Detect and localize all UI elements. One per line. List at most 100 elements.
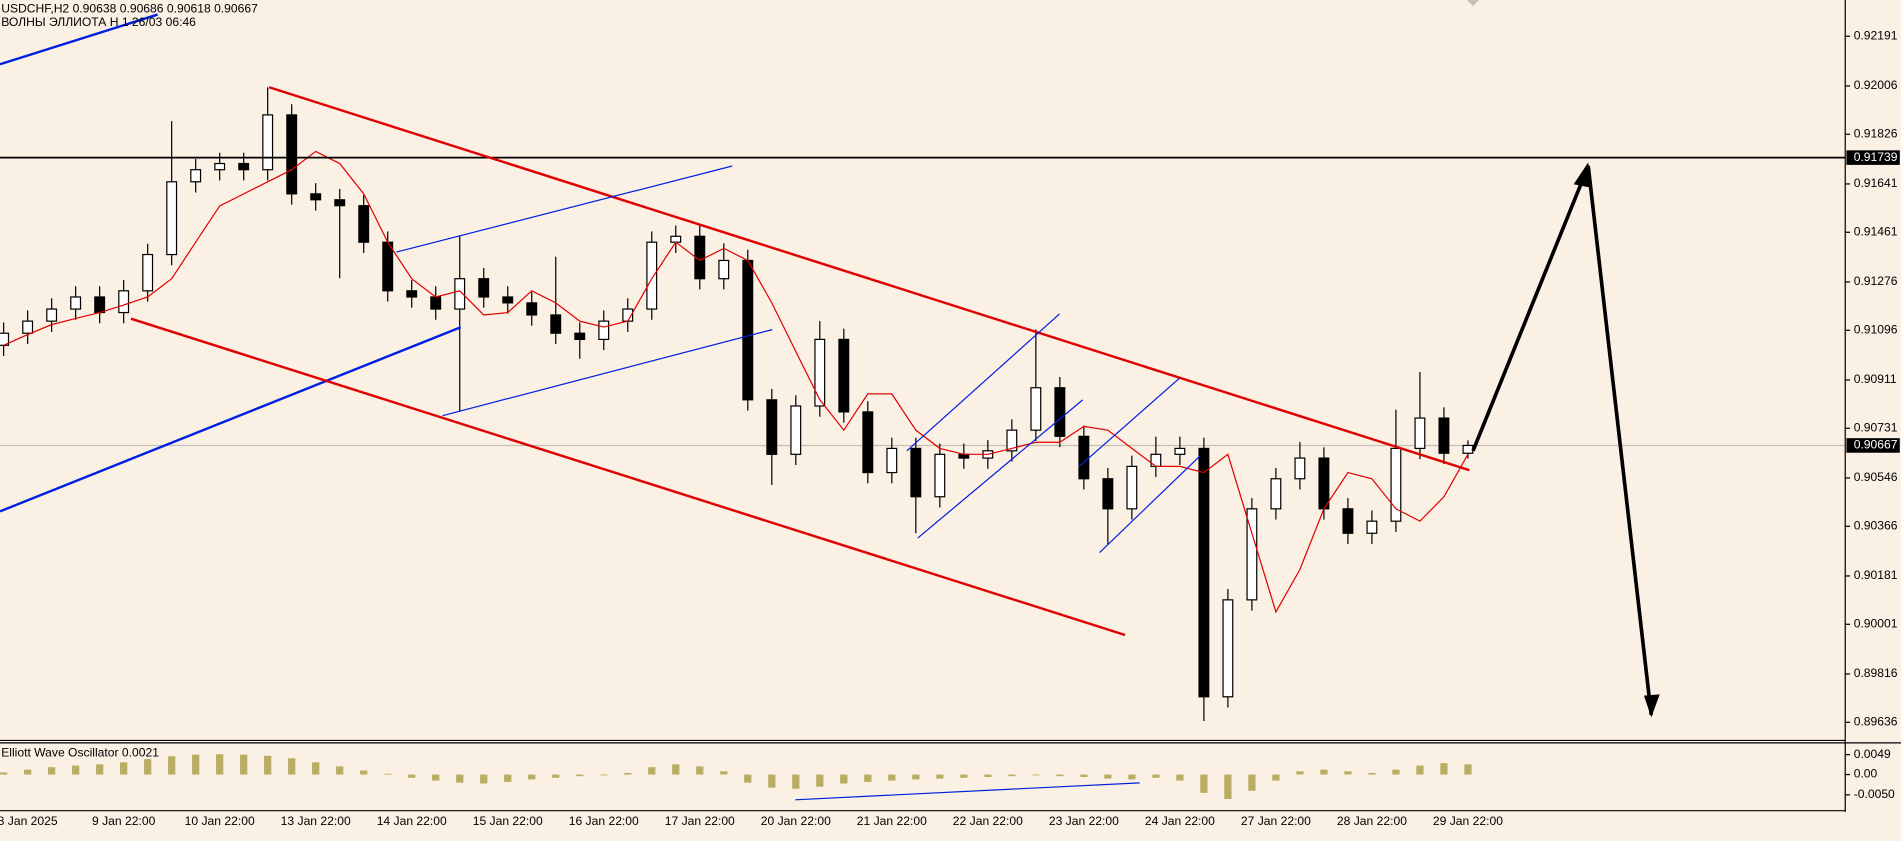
x-tick-label: 20 Jan 22:00: [761, 814, 831, 828]
candle-body: [478, 278, 490, 298]
oscillator-bar: [1080, 774, 1088, 777]
oscillator-bar: [1032, 774, 1040, 776]
candle-body: [142, 253, 154, 292]
oscillator-bar: [576, 774, 584, 777]
oscillator-bar: [0, 772, 8, 775]
channel-line: [906, 313, 1061, 452]
chart-subtitle: ВОЛНЫ ЭЛЛИОТА H 1 26/03 06:46: [1, 15, 196, 29]
candle-body: [550, 314, 562, 334]
x-tick-label: 8 Jan 2025: [0, 814, 58, 828]
y-tick-label: 0.90546: [1854, 470, 1898, 484]
y-tick-label: -0.0050: [1854, 787, 1895, 801]
x-tick-label: 13 Jan 22:00: [281, 814, 351, 828]
oscillator-bar: [960, 774, 968, 778]
oscillator-bar: [1320, 769, 1328, 775]
oscillator-bar: [888, 774, 896, 781]
oscillator-bar: [720, 771, 728, 775]
oscillator-bar: [552, 774, 560, 778]
candle-body: [862, 411, 874, 474]
y-tick-label: 0.91096: [1854, 322, 1898, 336]
candle-body: [742, 259, 754, 401]
y-tick-label: 0.90181: [1854, 568, 1898, 582]
oscillator-bar: [1200, 774, 1208, 793]
oscillator-bar: [1296, 771, 1304, 775]
oscillator-value: 0.0021: [122, 746, 159, 760]
oscillator-bar: [120, 762, 128, 775]
oscillator-bar: [1152, 774, 1160, 778]
y-tick-label: 0.92006: [1854, 78, 1898, 92]
y-tick-label: 0.89816: [1854, 666, 1898, 680]
oscillator-bar: [240, 754, 248, 775]
oscillator-bar: [1272, 774, 1280, 781]
x-tick-label: 17 Jan 22:00: [665, 814, 735, 828]
y-tick-label: 0.91826: [1854, 126, 1898, 140]
candle-body: [1462, 444, 1474, 454]
candle-body: [1222, 599, 1234, 698]
oscillator-bar: [144, 759, 152, 775]
plot-area: [0, 87, 1846, 799]
candle-body: [814, 338, 826, 407]
candle-body: [670, 235, 682, 243]
x-tick-label: 27 Jan 22:00: [1241, 814, 1311, 828]
oscillator-bar: [1056, 774, 1064, 777]
candle-body: [910, 447, 922, 498]
candle-body: [46, 308, 58, 322]
candle-body: [838, 338, 850, 413]
oscillator-bar: [48, 767, 56, 775]
candle-body: [1438, 417, 1450, 454]
trend-line: [0, 326, 462, 513]
level-label: 0.91739: [1854, 150, 1898, 164]
candle-body: [1078, 435, 1090, 480]
oscillator-bar: [1128, 774, 1136, 780]
oscillator-bar: [192, 754, 200, 775]
y-tick-label: 0.91461: [1854, 224, 1898, 238]
candle-body: [1294, 457, 1306, 480]
candle-body: [1318, 457, 1330, 510]
divergence-line: [795, 782, 1140, 801]
oscillator-bar: [24, 769, 32, 775]
oscillator-bar: [624, 772, 632, 775]
chart-header: USDCHF,H2 0.90638 0.90686 0.90618 0.9066…: [1, 2, 258, 16]
candle-body: [70, 296, 82, 310]
candle-body: [1054, 387, 1066, 437]
candle-body: [286, 114, 298, 195]
channel-line: [396, 165, 733, 253]
candle-body: [1246, 508, 1258, 601]
candle-body: [382, 241, 394, 292]
candle-body: [454, 278, 466, 310]
level-label-box: [1846, 150, 1900, 165]
x-tick-label: 22 Jan 22:00: [953, 814, 1023, 828]
candle-body: [166, 181, 178, 256]
symbol: USDCHF,H2: [1, 2, 69, 16]
oscillator-bar: [864, 774, 872, 782]
oscillator-bar: [72, 765, 80, 775]
oscillator-bar: [1008, 774, 1016, 777]
close-value: 0.90667: [214, 2, 258, 16]
oscillator-bar: [408, 774, 416, 778]
channel-line: [1078, 377, 1181, 468]
y-tick-label: 0.89636: [1854, 714, 1898, 728]
oscillator-bar: [1224, 774, 1232, 799]
candle-body: [406, 290, 418, 298]
y-tick-label: 0.90001: [1854, 616, 1898, 630]
candle-body: [262, 114, 274, 171]
oscillator-bar: [96, 764, 104, 775]
oscillator-bar: [384, 773, 392, 775]
annotations: [0, 0, 1660, 801]
candle-body: [334, 199, 346, 207]
arrow-head: [1573, 162, 1592, 188]
candle-body: [190, 169, 202, 183]
channel-line: [442, 329, 773, 417]
oscillator-bar: [288, 758, 296, 775]
candle-body: [214, 162, 226, 171]
oscillator-bar: [264, 755, 272, 775]
oscillator-bar: [1176, 774, 1184, 781]
candle-body: [118, 290, 130, 314]
oscillator-bar: [840, 774, 848, 784]
candle-body: [766, 399, 778, 455]
candle-body: [718, 259, 730, 280]
candle-body: [886, 447, 898, 474]
oscillator-bar: [216, 754, 224, 775]
candle-body: [598, 320, 610, 341]
